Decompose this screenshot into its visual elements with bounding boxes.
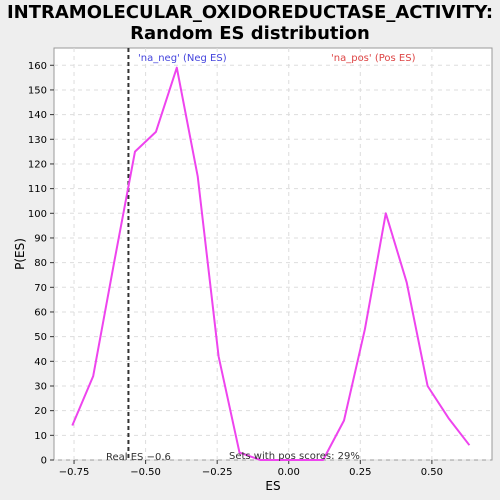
x-tick-label: 0.00 <box>278 467 300 478</box>
neg-es-label: 'na_neg' (Neg ES) <box>138 53 227 64</box>
pos-scores-label: Sets with pos scores: 29% <box>229 451 360 462</box>
x-tick-label: 0.25 <box>349 467 371 478</box>
y-tick-label: 130 <box>28 135 47 146</box>
y-tick-label: 0 <box>41 456 47 467</box>
y-axis-ticks: 0 10 20 30 40 50 60 70 80 90 100 110 120 130 140 150 160 <box>28 61 54 467</box>
x-tick-label: −0.75 <box>59 467 90 478</box>
plot-area <box>53 47 493 461</box>
y-tick-label: 100 <box>28 209 47 220</box>
y-tick-label: 50 <box>34 332 47 343</box>
y-tick-label: 140 <box>28 110 47 121</box>
x-tick-label: −0.50 <box>130 467 161 478</box>
y-tick-label: 150 <box>28 85 47 96</box>
y-tick-label: 30 <box>34 381 47 392</box>
real-es-label: Real ES −0.6 <box>106 452 171 463</box>
x-tick-label: −0.25 <box>202 467 233 478</box>
pos-es-label: 'na_pos' (Pos ES) <box>331 53 416 64</box>
grid-lines <box>54 48 492 461</box>
x-axis-ticks: −0.75 −0.50 −0.25 0.00 0.25 0.50 <box>59 460 443 478</box>
y-tick-label: 40 <box>34 357 47 368</box>
y-tick-label: 70 <box>34 283 47 294</box>
y-tick-label: 110 <box>28 184 47 195</box>
chart-title-line1: INTRAMOLECULAR_OXIDOREDUCTASE_ACTIVITY: <box>6 2 494 23</box>
y-tick-label: 120 <box>28 159 47 170</box>
x-axis-label: ES <box>265 479 280 493</box>
y-tick-label: 10 <box>34 431 47 442</box>
chart-title-line2: Random ES distribution <box>130 23 370 44</box>
y-tick-label: 60 <box>34 307 47 318</box>
y-tick-label: 80 <box>34 258 47 269</box>
y-tick-label: 160 <box>28 61 47 72</box>
y-tick-label: 90 <box>34 233 47 244</box>
x-tick-label: 0.50 <box>421 467 443 478</box>
series-group <box>71 66 471 461</box>
y-tick-label: 20 <box>34 406 47 417</box>
y-axis-label: P(ES) <box>13 238 27 270</box>
series-line <box>71 66 471 461</box>
